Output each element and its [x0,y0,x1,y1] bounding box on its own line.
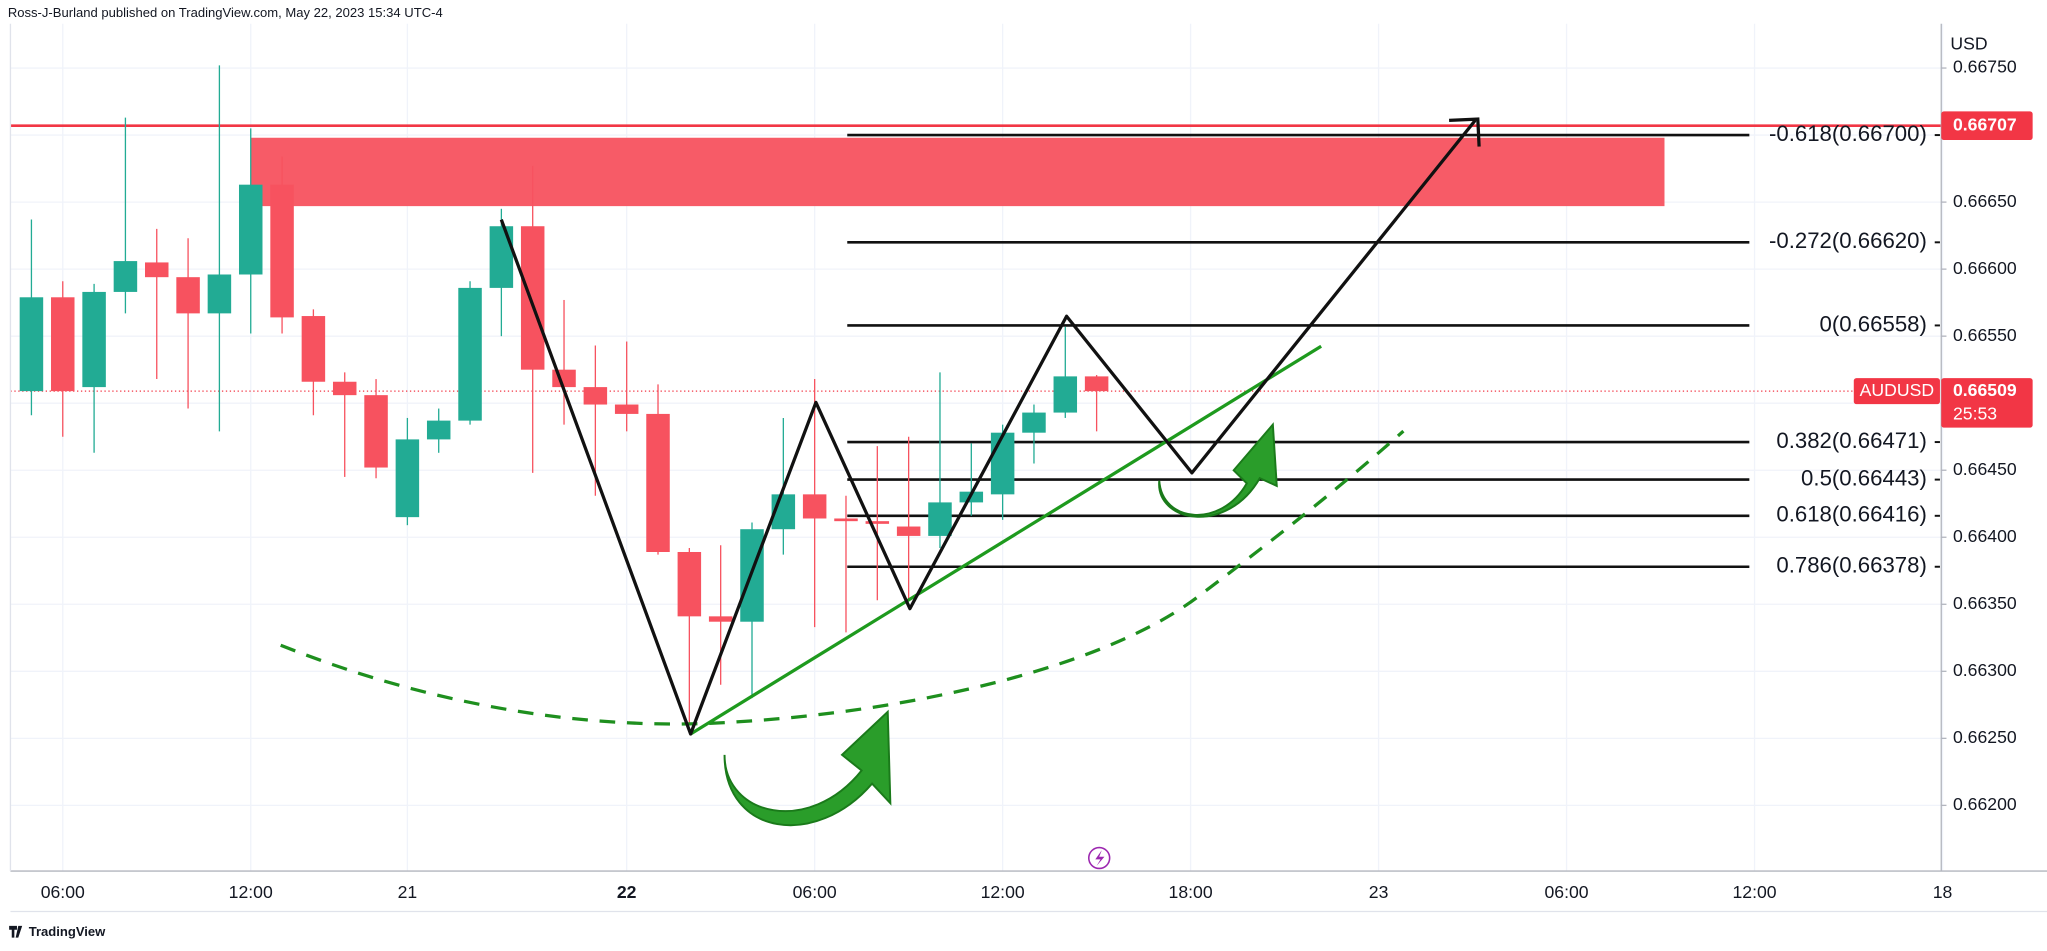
candle-layer [19,65,1109,725]
candle-body [677,551,702,617]
y-tick-label: 0.66600 [1953,258,2017,278]
candle-body [301,316,326,382]
candle-body [1022,412,1046,433]
candle-body [332,381,357,396]
resistance-zone [250,137,1665,207]
axis-layer: 0.66200 0.66250 0.66300 0.66350 0.66400 0.664… [41,57,2033,902]
fib-label: -0.618(0.66700) [1769,121,1927,146]
event-icon [1087,846,1111,870]
candle-body [176,277,200,314]
footer-brand: TradingView [29,924,106,939]
x-tick-label: 06:00 [41,882,85,902]
symbol-badge [1853,378,1940,405]
candle-body [426,420,451,440]
y-tick-label: 0.66550 [1953,325,2017,345]
y-tick-label: 0.66350 [1953,593,2017,613]
candle-body [834,518,858,522]
resistance-badge [1941,111,2033,141]
candle-body [990,432,1015,495]
candle-body [364,395,388,468]
countdown-label: 25:53 [1953,403,1997,423]
fib-label: 0.382(0.66471) [1776,428,1927,453]
candle-body [614,404,639,414]
candle-body [708,616,733,622]
zigzag [499,119,1477,736]
candle-body [113,261,138,292]
y-tick-label: 0.66300 [1953,660,2017,680]
price-badge [1941,378,2033,428]
candle-body [51,297,75,392]
dashed-curve [280,429,1405,726]
symbol-badge-label: AUDUSD [1860,380,1934,400]
candle-body [238,184,263,275]
fib-label: 0.786(0.66378) [1776,553,1927,578]
candle-body [865,521,890,524]
candle-body [145,262,169,278]
currency-label: USD [1950,33,1987,53]
x-tick-label: 22 [617,882,637,902]
y-tick-label: 0.66750 [1953,57,2017,77]
y-tick-label: 0.66650 [1953,191,2017,211]
candle-body [583,387,608,405]
footer-logo [9,925,23,938]
candle-body [1053,376,1078,413]
x-tick-label: 18:00 [1169,882,1213,902]
candle-body [270,184,294,318]
candle-body [646,413,670,552]
fib-label: 0.618(0.66416) [1776,502,1927,527]
candle-body [928,502,952,536]
x-tick-label: 21 [398,882,418,902]
candle-body [458,287,482,421]
x-tick-label: 18 [1933,882,1953,902]
y-tick-label: 0.66450 [1953,459,2017,479]
resistance-badge-label: 0.66707 [1953,114,2017,134]
candle-body [19,297,44,392]
zone-layer [10,124,1942,392]
candle-body [395,439,420,518]
candle-body [1084,376,1109,392]
y-tick-label: 0.66250 [1953,727,2017,747]
header-text: Ross-J-Burland published on TradingView.… [8,5,443,20]
x-tick-label: 12:00 [1732,882,1776,902]
trendline [689,344,1323,736]
candle-body [802,494,827,519]
candle-body [82,291,106,388]
x-tick-label: 12:00 [981,882,1025,902]
green-arrow [1158,422,1278,518]
green-arrow [723,709,892,827]
candle-body [520,226,545,370]
fib-label: 0(0.66558) [1820,311,1927,336]
candle-body [489,226,514,288]
event-icon-bolt [1095,850,1105,866]
arrow-head [1449,117,1481,147]
x-tick-label: 23 [1369,882,1389,902]
x-tick-label: 06:00 [1545,882,1589,902]
x-tick-label: 12:00 [229,882,273,902]
x-tick-label: 06:00 [793,882,837,902]
y-tick-label: 0.66400 [1953,526,2017,546]
candle-body [896,526,921,536]
price-badge-label: 0.66509 [1953,380,2017,400]
y-tick-label: 0.66200 [1953,794,2017,814]
annotations [280,117,1481,870]
fib-label: -0.272(0.66620) [1769,228,1927,253]
fib-label: 0.5(0.66443) [1801,465,1927,490]
candle-body [207,274,232,314]
